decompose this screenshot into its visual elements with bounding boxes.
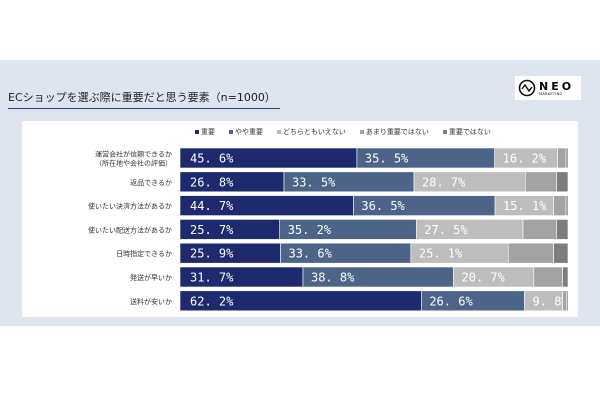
- category-label: 返品できるか: [130, 179, 172, 187]
- bar-segment: [565, 195, 569, 216]
- bar-segment: [565, 147, 569, 169]
- category-label: 運営会社が信頼できるか: [95, 150, 172, 159]
- data-label: 25. 1%: [419, 247, 463, 261]
- category-label: 日時指定できるか: [116, 249, 172, 258]
- bar-segment: [562, 290, 567, 312]
- data-label: 9. 8%: [533, 294, 570, 308]
- data-label: 45. 6%: [190, 152, 234, 166]
- legend-label: 重要ではない: [448, 128, 491, 136]
- bar-segment: [522, 219, 558, 240]
- data-label: 38. 8%: [311, 271, 355, 285]
- legend-swatch: [359, 130, 364, 134]
- legend-item: あまり重要ではない: [359, 127, 429, 137]
- legend-label: あまり重要ではない: [365, 128, 429, 136]
- bar-segment: [556, 171, 569, 193]
- legend-label: やや重要: [235, 128, 263, 136]
- neo-marketing-logo: NEO MARKETING: [515, 76, 581, 100]
- data-label: 35. 5%: [365, 152, 409, 166]
- data-label: 36. 5%: [361, 199, 405, 213]
- data-label: 16. 2%: [503, 152, 547, 166]
- data-label: 27. 5%: [424, 223, 468, 237]
- legend-swatch: [277, 130, 281, 134]
- bar-segment: [525, 171, 558, 193]
- logo-wave-icon: [518, 79, 536, 97]
- data-label: 28. 7%: [422, 175, 466, 189]
- bar-segment: [556, 219, 569, 240]
- logo-text: NEO: [539, 79, 575, 93]
- legend-swatch: [229, 130, 233, 134]
- data-label: 62. 2%: [190, 294, 234, 308]
- bar-segment: [553, 195, 567, 216]
- data-label: 31. 7%: [190, 271, 234, 285]
- legend-item: 重要: [195, 127, 215, 137]
- chart-title: ECショップを選ぶ際に重要だと思う要素（n=1000）: [8, 89, 280, 109]
- bar-segment: [562, 266, 569, 288]
- bar-segment: [507, 242, 554, 264]
- data-label: 44. 7%: [190, 199, 234, 213]
- category-label: 使いたい配送方法があるか: [88, 225, 172, 234]
- data-label: 26. 6%: [429, 294, 473, 308]
- category-label: （所在地や会社の評価）: [95, 159, 172, 168]
- legend-swatch: [442, 130, 447, 134]
- legend-label: 重要: [201, 128, 215, 136]
- data-label: 25. 9%: [190, 247, 234, 261]
- data-label: 20. 7%: [462, 271, 506, 285]
- legend-swatch: [195, 130, 199, 134]
- data-label: 26. 8%: [190, 175, 234, 189]
- logo-subtext: MARKETING: [539, 91, 563, 96]
- legend-label: どちらともいえない: [283, 128, 346, 136]
- data-label: 33. 6%: [288, 247, 332, 261]
- category-label: 発送が早いか: [130, 273, 172, 282]
- data-label: 33. 5%: [292, 175, 336, 189]
- bar-segment: [553, 242, 569, 264]
- bar-segment: [557, 147, 567, 169]
- bar-segment: [566, 290, 569, 312]
- legend-item: やや重要: [229, 127, 263, 137]
- data-label: 15. 1%: [503, 199, 547, 213]
- category-label: 送料が安いか: [130, 297, 172, 306]
- legend: 重要 やや重要 どちらともいえない あまり重要ではない 重要ではない: [195, 127, 491, 137]
- category-label: 使いたい決済方法があるか: [88, 202, 172, 211]
- data-label: 35. 2%: [288, 223, 332, 237]
- data-label: 25. 7%: [190, 223, 234, 237]
- bar-segment: [533, 266, 563, 288]
- legend-item: 重要ではない: [442, 127, 491, 137]
- legend-item: どちらともいえない: [277, 127, 346, 137]
